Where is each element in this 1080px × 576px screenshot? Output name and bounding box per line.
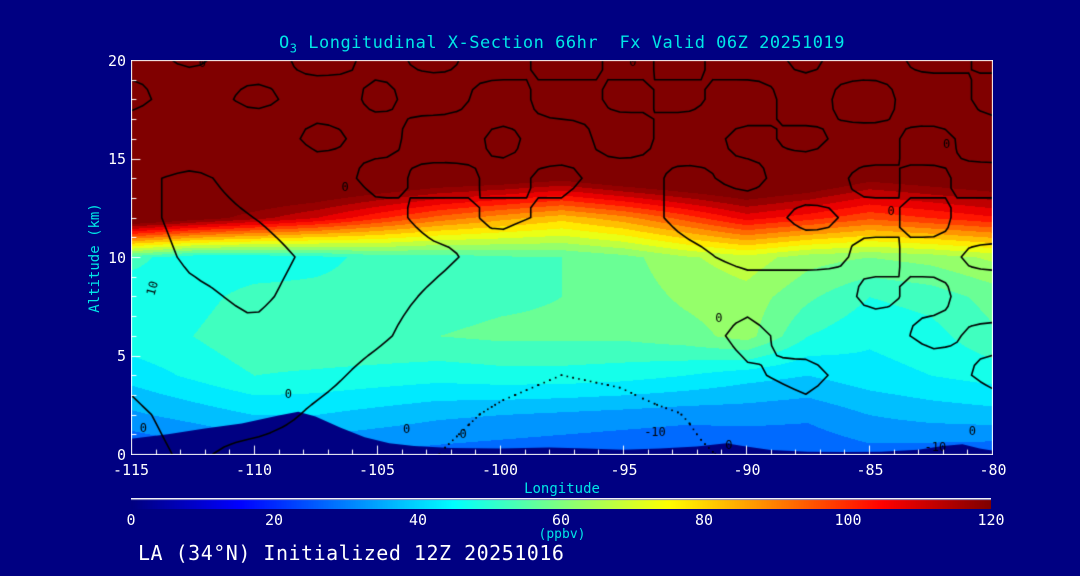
y-tick-label: 5: [116, 347, 126, 365]
x-tick-label: -90: [733, 461, 761, 479]
init-caption: LA (34°N) Initialized 12Z 20251016: [138, 541, 565, 565]
colorbar-tick-label: 0: [126, 511, 136, 529]
y-tick-label: 20: [107, 52, 126, 70]
x-tick-label: -105: [358, 461, 396, 479]
y-tick-label: 10: [107, 249, 126, 267]
title-text: Longitudinal X-Section 66hr Fx Valid 06Z…: [297, 33, 845, 53]
plot-title: O3 Longitudinal X-Section 66hr Fx Valid …: [131, 33, 993, 55]
x-tick-label: -100: [481, 461, 519, 479]
y-tick-label: 0: [116, 446, 126, 464]
colorbar-tick-label: 60: [551, 511, 571, 529]
colorbar-tick-label: 40: [408, 511, 428, 529]
x-axis-title: Longitude: [524, 481, 600, 497]
colorbar-tick-label: 20: [264, 511, 284, 529]
contour-plot-canvas: [131, 60, 993, 455]
colorbar-tick-label: 120: [977, 511, 1005, 529]
x-tick-label: -85: [856, 461, 884, 479]
title-species: O: [279, 33, 290, 53]
title-species-subscript: 3: [289, 41, 298, 56]
x-tick-label: -115: [112, 461, 150, 479]
y-tick-label: 15: [107, 150, 126, 168]
x-tick-label: -80: [979, 461, 1007, 479]
colorbar-tick-label: 100: [834, 511, 862, 529]
colorbar: [131, 498, 991, 509]
colorbar-unit-label: (ppbv): [538, 527, 586, 542]
x-tick-label: -95: [610, 461, 638, 479]
x-tick-label: -110: [235, 461, 273, 479]
colorbar-tick-label: 80: [694, 511, 714, 529]
